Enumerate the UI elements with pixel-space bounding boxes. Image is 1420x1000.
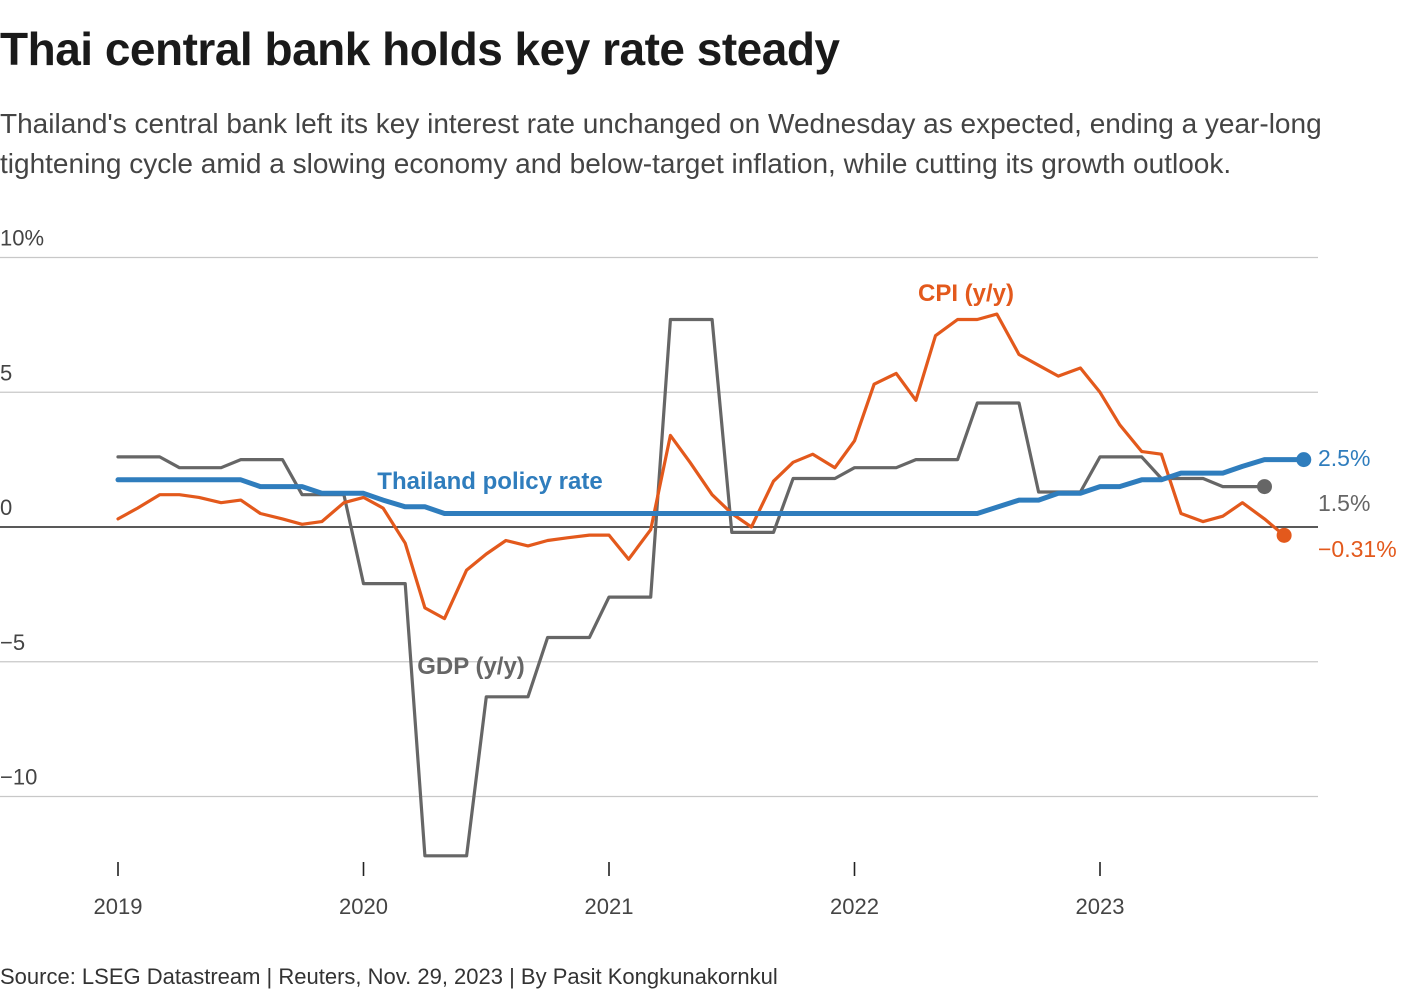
cpi-end-value-label: −0.31%: [1318, 536, 1397, 562]
y-tick-label: 0: [0, 495, 12, 520]
x-tick-label: 2023: [1076, 894, 1125, 919]
cpi-line: [116, 312, 1286, 621]
y-tick-label: 10%: [0, 226, 44, 251]
x-tick-label: 2020: [339, 894, 388, 919]
gdp-line: [116, 317, 1267, 858]
cpi-end-marker: [1276, 527, 1292, 543]
chart-subtitle: Thailand's central bank left its key int…: [0, 108, 1322, 179]
policy-series-label: Thailand policy rate: [377, 468, 602, 495]
gdp-end-marker: [1256, 479, 1272, 495]
x-tick-label: 2021: [585, 894, 634, 919]
x-tick-label: 2019: [94, 894, 143, 919]
cpi-series-label: CPI (y/y): [918, 280, 1014, 307]
gdp-end-value-label: 1.5%: [1318, 490, 1370, 516]
y-tick-label: 5: [0, 360, 12, 385]
x-tick-label: 2022: [830, 894, 879, 919]
gdp-series-label: GDP (y/y): [417, 653, 525, 680]
policy-end-value-label: 2.5%: [1318, 445, 1370, 471]
policy-line: [115, 457, 1307, 516]
chart-title: Thai central bank holds key rate steady: [0, 23, 840, 75]
policy-end-marker: [1296, 452, 1312, 468]
y-tick-label: −10: [0, 765, 37, 790]
y-tick-label: −5: [0, 630, 25, 655]
source-note: Source: LSEG Datastream | Reuters, Nov. …: [0, 964, 778, 989]
